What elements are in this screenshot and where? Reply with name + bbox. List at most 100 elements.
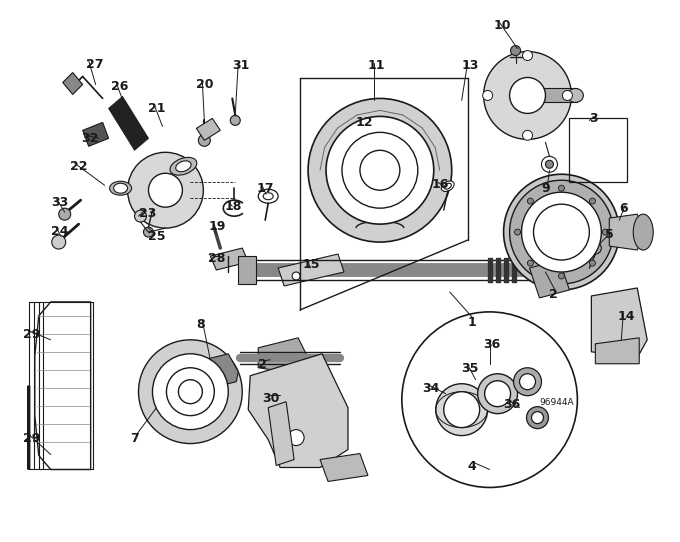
- Circle shape: [171, 372, 210, 411]
- Circle shape: [231, 115, 240, 125]
- Polygon shape: [268, 402, 294, 466]
- Text: 23: 23: [139, 207, 156, 220]
- Circle shape: [143, 227, 154, 237]
- Polygon shape: [210, 248, 248, 270]
- Polygon shape: [278, 254, 344, 286]
- Circle shape: [522, 50, 532, 61]
- Circle shape: [330, 120, 430, 220]
- Circle shape: [515, 229, 520, 235]
- Text: 29: 29: [23, 431, 40, 444]
- Text: 11: 11: [368, 59, 386, 72]
- Text: 96944A: 96944A: [539, 398, 574, 406]
- Text: 35: 35: [462, 362, 479, 375]
- Circle shape: [135, 210, 146, 222]
- Polygon shape: [197, 118, 220, 140]
- Circle shape: [534, 204, 590, 260]
- Circle shape: [528, 198, 533, 204]
- Circle shape: [184, 386, 197, 398]
- Text: 14: 14: [617, 310, 635, 323]
- Circle shape: [532, 411, 543, 424]
- Ellipse shape: [441, 181, 454, 191]
- Text: 24: 24: [51, 225, 68, 238]
- Circle shape: [513, 368, 541, 396]
- Circle shape: [326, 117, 434, 224]
- Text: 8: 8: [197, 318, 205, 331]
- Text: 2: 2: [549, 288, 558, 301]
- Text: 36: 36: [483, 338, 501, 351]
- Text: 29: 29: [23, 328, 40, 341]
- Circle shape: [139, 340, 242, 443]
- Text: 25: 25: [148, 230, 166, 243]
- Circle shape: [520, 374, 535, 390]
- Circle shape: [477, 374, 517, 414]
- Ellipse shape: [263, 193, 273, 199]
- Circle shape: [402, 312, 577, 487]
- Ellipse shape: [170, 157, 197, 175]
- Ellipse shape: [114, 183, 128, 193]
- Text: 33: 33: [51, 196, 68, 209]
- Text: 28: 28: [208, 252, 226, 265]
- Text: 5: 5: [605, 228, 614, 241]
- Circle shape: [549, 220, 573, 244]
- Polygon shape: [609, 214, 645, 250]
- Circle shape: [292, 272, 300, 280]
- Text: 10: 10: [494, 18, 511, 31]
- Circle shape: [558, 185, 564, 191]
- Circle shape: [348, 138, 412, 202]
- Polygon shape: [248, 354, 348, 468]
- Circle shape: [509, 78, 545, 113]
- Circle shape: [511, 46, 520, 55]
- Circle shape: [178, 380, 203, 404]
- Text: 21: 21: [148, 102, 166, 115]
- Circle shape: [541, 156, 558, 172]
- Text: 16: 16: [432, 178, 449, 191]
- Circle shape: [558, 273, 564, 279]
- Circle shape: [436, 384, 488, 436]
- Text: 26: 26: [111, 81, 128, 93]
- Circle shape: [504, 174, 619, 290]
- Circle shape: [288, 430, 304, 446]
- Circle shape: [485, 380, 511, 406]
- Text: 17: 17: [256, 182, 274, 195]
- Circle shape: [522, 192, 601, 272]
- Text: 3: 3: [590, 112, 598, 125]
- Polygon shape: [320, 454, 368, 481]
- Ellipse shape: [633, 214, 653, 250]
- Circle shape: [509, 180, 613, 284]
- Text: 13: 13: [462, 59, 479, 72]
- Text: 6: 6: [619, 202, 628, 215]
- Text: 31: 31: [233, 59, 250, 72]
- Text: 9: 9: [541, 182, 550, 195]
- Circle shape: [545, 160, 554, 168]
- Text: 36: 36: [504, 398, 521, 411]
- Ellipse shape: [109, 181, 131, 195]
- Text: 22: 22: [69, 160, 87, 173]
- Circle shape: [483, 51, 571, 139]
- Circle shape: [526, 196, 597, 268]
- Circle shape: [308, 99, 452, 242]
- Text: 12: 12: [356, 117, 373, 130]
- Circle shape: [342, 132, 418, 208]
- Ellipse shape: [444, 183, 452, 189]
- Circle shape: [539, 210, 583, 254]
- Circle shape: [444, 392, 479, 428]
- Circle shape: [483, 91, 492, 100]
- Circle shape: [148, 173, 182, 207]
- Text: 18: 18: [224, 200, 241, 213]
- Ellipse shape: [567, 88, 583, 102]
- Text: 32: 32: [82, 132, 99, 145]
- Text: 27: 27: [86, 57, 103, 70]
- Text: 19: 19: [208, 220, 226, 233]
- Polygon shape: [205, 354, 238, 388]
- Circle shape: [528, 260, 533, 266]
- Polygon shape: [109, 96, 148, 150]
- Polygon shape: [530, 260, 569, 298]
- Circle shape: [58, 208, 71, 220]
- Text: 30: 30: [262, 392, 279, 405]
- Polygon shape: [258, 338, 308, 374]
- Text: 20: 20: [197, 79, 214, 92]
- Circle shape: [199, 134, 210, 146]
- Ellipse shape: [258, 189, 278, 203]
- Ellipse shape: [175, 161, 191, 172]
- Polygon shape: [83, 122, 109, 146]
